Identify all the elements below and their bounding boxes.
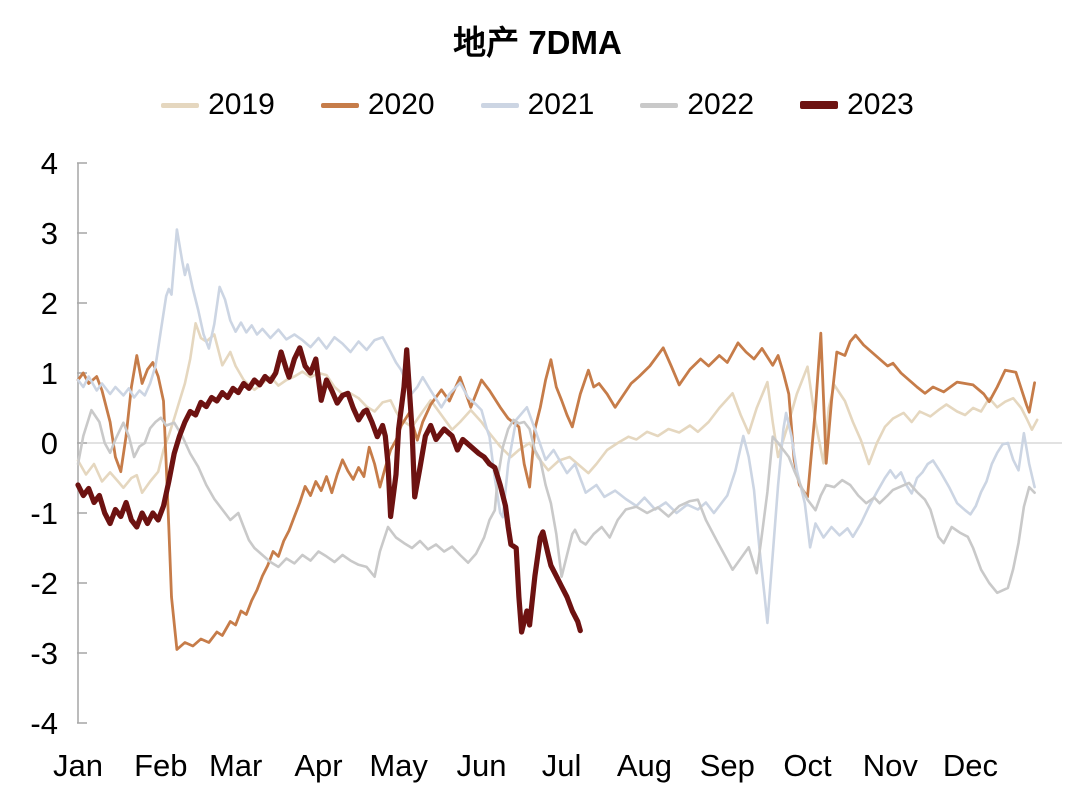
series-line-2020 <box>76 331 1036 651</box>
y-axis-tick-label: 0 <box>41 426 58 461</box>
series-line-2019 <box>76 321 1039 495</box>
x-axis-tick-label: Apr <box>294 748 342 783</box>
y-axis-tick-label: -4 <box>30 706 58 741</box>
legend-label: 2021 <box>527 88 595 121</box>
legend-item-2022: 2022 <box>640 90 754 120</box>
chart-legend: 2019 2020 2021 2022 2023 <box>0 90 1075 120</box>
legend-item-2021: 2021 <box>480 88 595 121</box>
legend-swatch-icon <box>800 101 839 109</box>
y-axis-tick-label: 3 <box>41 216 58 251</box>
legend-item-2020: 2020 <box>320 88 435 121</box>
x-axis-tick-label: Nov <box>863 748 919 783</box>
y-axis-tick-label: 1 <box>41 356 58 391</box>
x-axis-tick-label: Dec <box>943 748 998 783</box>
x-axis-tick-label: Oct <box>783 748 832 783</box>
legend-item-2019: 2019 <box>161 90 275 120</box>
chart-title: 地产 7DMA <box>453 24 622 61</box>
x-axis-tick-label: Jun <box>456 748 506 783</box>
series-line-2022 <box>76 408 1036 595</box>
series-line-2021 <box>76 228 1036 625</box>
legend-swatch-icon <box>640 102 679 108</box>
legend-label: 2023 <box>847 88 914 121</box>
legend-swatch-icon <box>480 102 519 108</box>
x-axis-tick-label: Sep <box>700 748 755 783</box>
series-line-2023 <box>75 345 583 635</box>
x-axis-tick-label: Mar <box>209 748 262 783</box>
legend-label: 2019 <box>208 88 275 121</box>
legend-label: 2022 <box>687 88 755 121</box>
legend-item-2023: 2023 <box>800 90 914 120</box>
y-axis-tick-label: 2 <box>41 286 58 321</box>
y-axis-tick-label: -1 <box>30 496 58 531</box>
x-axis-tick-label: Jan <box>53 748 103 783</box>
legend-swatch-icon <box>320 102 359 108</box>
y-axis-tick-label: 4 <box>41 146 58 181</box>
legend-swatch-icon <box>161 102 200 108</box>
x-axis-tick-label: Jul <box>542 748 582 783</box>
x-axis-tick-label: Feb <box>134 748 187 783</box>
y-axis-tick-label: -3 <box>30 636 58 671</box>
y-axis-tick-label: -2 <box>30 566 58 601</box>
legend-label: 2020 <box>367 88 435 121</box>
x-axis-tick-label: Aug <box>617 748 672 783</box>
x-axis-tick-label: May <box>369 748 428 783</box>
